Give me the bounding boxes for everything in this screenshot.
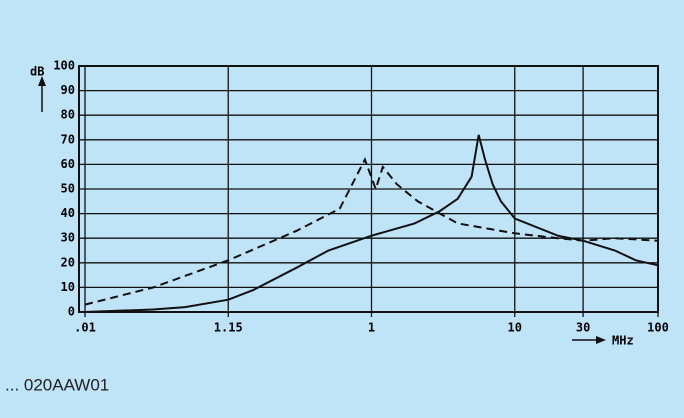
y-arrow-head [38,76,46,86]
series-line [84,157,659,306]
y-tick-label: 80 [61,108,75,122]
caption: ... 020AAW01 [5,375,109,394]
x-arrow-head [596,336,606,344]
x-tick-label: 30 [576,321,590,335]
x-tick-label: 1 [368,321,375,335]
x-tick-label: .01 [74,321,96,335]
y-tick-label: 100 [53,59,75,73]
series-line [84,134,659,313]
x-axis-label: MHz [612,334,634,348]
y-tick-label: 90 [61,83,75,97]
y-axis-label: dB [30,65,44,79]
x-tick-label: 100 [647,321,669,335]
y-tick-label: 50 [61,182,75,196]
y-tick-label: 20 [61,255,75,269]
plot-frame [78,65,659,313]
y-tick-label: 30 [61,231,75,245]
x-tick-label: 1.15 [214,321,243,335]
y-tick-label: 60 [61,157,75,171]
y-tick-label: 10 [61,280,75,294]
x-tick-label: 10 [508,321,522,335]
y-tick-label: 40 [61,206,75,220]
y-tick-label: 70 [61,132,75,146]
y-tick-label: 0 [68,305,75,319]
